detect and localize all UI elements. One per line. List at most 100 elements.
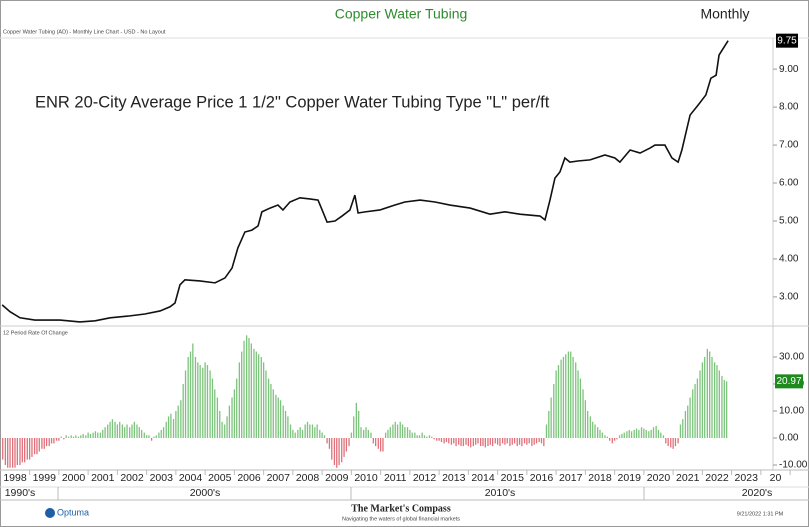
roc-bar	[31, 437, 33, 457]
roc-bar	[696, 378, 699, 438]
roc-bar	[360, 427, 362, 438]
roc-bar	[553, 383, 555, 438]
roc-bar	[45, 437, 48, 447]
x-tick-label: 2019	[618, 472, 642, 484]
roc-bar	[67, 436, 70, 438]
roc-bar	[262, 362, 265, 438]
roc-bar	[365, 427, 367, 438]
roc-bar	[565, 354, 567, 438]
roc-bar	[338, 437, 340, 466]
x-tick-label: 2009	[325, 472, 349, 484]
roc-bar	[26, 437, 28, 460]
roc-bar	[392, 424, 394, 438]
roc-bar	[233, 389, 236, 438]
x-tick-label: 2015	[501, 472, 525, 484]
roc-bar	[409, 429, 411, 438]
roc-bar	[694, 383, 696, 438]
roc-bar	[28, 437, 31, 460]
timestamp: 9/21/2022 1:31 PM	[737, 511, 784, 517]
roc-bar	[194, 356, 197, 438]
roc-bar	[304, 424, 306, 438]
roc-bar	[58, 437, 60, 441]
roc-bar	[162, 427, 165, 438]
roc-bar	[440, 437, 443, 443]
last-value-box	[776, 33, 798, 48]
roc-bar	[253, 348, 255, 438]
decade-label: 2020's	[742, 487, 773, 499]
roc-bar	[606, 436, 608, 438]
roc-bar	[670, 437, 672, 448]
roc-bar	[2, 437, 4, 460]
y-tick-label: 4.00	[779, 254, 799, 265]
decade-label: 1990's	[5, 487, 36, 499]
roc-bar	[282, 405, 284, 438]
roc-bar	[709, 351, 711, 438]
x-tick-label: 2017	[559, 472, 583, 484]
logo-text: Optuma	[57, 507, 89, 517]
roc-bar	[148, 435, 150, 438]
roc-bar	[177, 405, 179, 438]
roc-bar	[77, 436, 80, 438]
roc-bar	[394, 421, 396, 438]
roc-bar	[487, 437, 489, 447]
x-tick-label: 2014	[471, 472, 495, 484]
roc-bar	[284, 410, 287, 438]
roc-bar	[94, 431, 97, 438]
roc-bar	[21, 437, 23, 463]
roc-bar	[594, 424, 596, 438]
roc-bar	[472, 437, 474, 447]
y-tick-label: 30.00	[779, 352, 804, 363]
roc-bar	[501, 437, 504, 444]
roc-bar	[363, 429, 365, 438]
roc-bar	[238, 362, 240, 438]
roc-bar	[202, 367, 204, 438]
roc-bar	[111, 419, 114, 438]
decade-label: 2010's	[485, 487, 516, 499]
roc-bar	[509, 437, 511, 447]
roc-bar	[267, 378, 270, 438]
roc-bar	[153, 436, 155, 438]
roc-bar	[640, 427, 643, 438]
roc-bar	[236, 378, 238, 438]
roc-bar	[126, 424, 128, 438]
roc-bar	[504, 437, 506, 445]
roc-bar	[4, 437, 7, 466]
roc-bar	[114, 421, 116, 438]
roc-bar	[657, 429, 660, 438]
roc-bar	[438, 437, 440, 441]
roc-bar	[499, 437, 501, 447]
roc-bar	[706, 348, 708, 438]
roc-bar	[560, 359, 562, 438]
roc-bar	[314, 427, 316, 438]
x-tick-label: 2004	[179, 472, 203, 484]
y-tick-label: 8.00	[779, 102, 799, 113]
roc-bar	[243, 340, 245, 438]
roc-bar	[633, 429, 635, 438]
roc-bar	[136, 424, 138, 438]
roc-bar	[301, 429, 304, 438]
roc-bar	[9, 437, 11, 468]
roc-bar	[199, 365, 201, 438]
roc-bar	[255, 351, 257, 438]
roc-bar	[216, 397, 219, 438]
roc-bar	[592, 421, 594, 438]
roc-bar	[411, 432, 413, 438]
x-tick-label: 2016	[530, 472, 554, 484]
roc-bar	[655, 425, 657, 438]
roc-bar	[124, 427, 126, 438]
x-tick-label: 2008	[296, 472, 320, 484]
roc-bar	[182, 383, 184, 438]
x-tick-label: 2018	[588, 472, 612, 484]
roc-bar	[443, 437, 445, 444]
x-tick-label: 2023	[735, 472, 759, 484]
roc-bar	[436, 437, 438, 441]
roc-bar	[475, 437, 477, 445]
roc-bar	[608, 437, 611, 441]
logo-icon	[45, 508, 55, 518]
roc-bar	[387, 429, 389, 438]
roc-bar	[660, 432, 662, 438]
x-tick-label: 1999	[33, 472, 57, 484]
roc-bar	[572, 356, 574, 438]
roc-bar	[453, 437, 455, 444]
roc-bar	[226, 416, 228, 438]
